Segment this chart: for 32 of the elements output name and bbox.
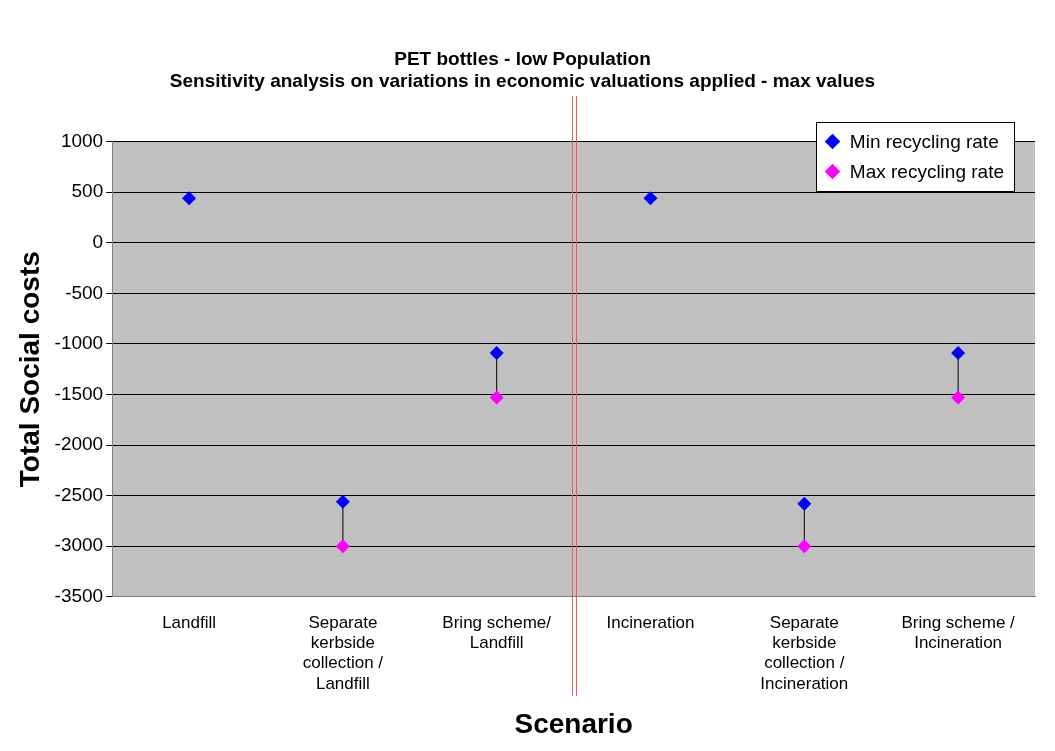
x-tick-label: Bring scheme/ Landfill [442, 612, 552, 653]
x-tick-label: Separate kerbside collection / Incineration [760, 612, 849, 693]
x-axis-title: Scenario [514, 707, 633, 739]
point [951, 346, 966, 361]
y-tick-label: -1500 [54, 382, 104, 404]
y-tick-label: -3000 [54, 534, 104, 556]
y-tick-label: 500 [71, 180, 104, 202]
y-tick-label: -500 [65, 281, 104, 303]
y-axis-title: Total Social costs [13, 251, 45, 488]
x-tick-label: Bring scheme / Incineration [901, 612, 1016, 653]
y-tick-label: 1000 [60, 129, 104, 151]
point [797, 539, 812, 554]
point [951, 390, 966, 405]
chart-title: PET bottles - low Population [394, 47, 651, 69]
point [797, 496, 812, 511]
x-tick-label: Separate kerbside collection / Landfill [302, 612, 384, 693]
point [182, 191, 197, 206]
chart-subtitle: Sensitivity analysis on variations in economic valuations applied - max values [169, 70, 876, 92]
y-tick-label: -3500 [54, 585, 104, 607]
legend-label: Max recycling rate [849, 160, 1004, 183]
y-tick-label: 0 [92, 230, 104, 252]
point [335, 539, 350, 554]
y-tick-label: -1000 [54, 332, 104, 354]
x-tick-label: Incineration [606, 612, 695, 632]
point [335, 494, 350, 509]
point [489, 390, 504, 405]
point [643, 191, 658, 206]
point [489, 346, 504, 361]
x-tick-label: Landfill [162, 612, 217, 632]
legend-label: Min recycling rate [849, 130, 999, 153]
y-tick-label: -2000 [54, 433, 104, 455]
y-tick-label: -2500 [54, 483, 104, 505]
